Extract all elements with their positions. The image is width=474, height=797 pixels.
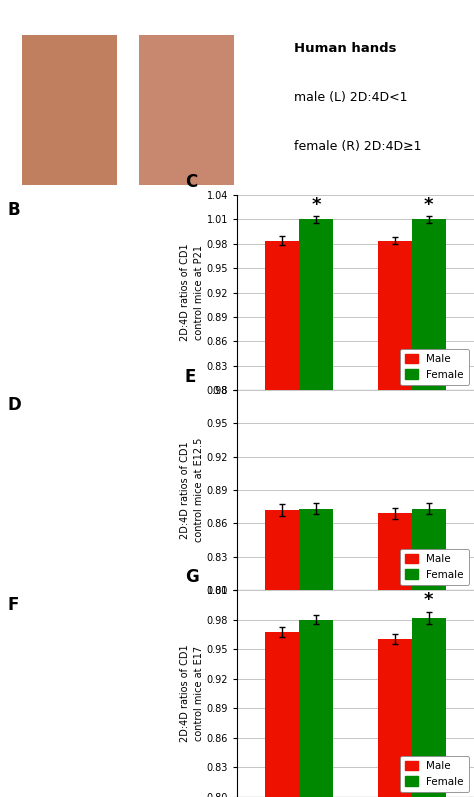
Bar [299,219,333,390]
Text: D4: D4 [193,14,207,23]
Bar [299,509,333,590]
Text: ♂: ♂ [11,39,22,52]
Text: D2: D2 [155,14,168,23]
Bar [378,513,412,590]
Bar [412,618,446,797]
Legend: Male, Female: Male, Female [400,349,469,385]
Bar [378,241,412,390]
Text: B: B [7,201,20,219]
Legend: Male, Female: Male, Female [400,756,469,791]
Text: female (R) 2D:4D≥1: female (R) 2D:4D≥1 [294,139,421,153]
Text: male (L) 2D:4D<1: male (L) 2D:4D<1 [294,91,407,104]
Bar [265,510,299,590]
Text: ♀: ♀ [239,39,248,52]
Legend: Male, Female: Male, Female [400,548,469,585]
Text: *: * [311,196,321,214]
Text: Human hands: Human hands [294,42,396,55]
Bar [378,639,412,797]
Polygon shape [139,35,234,185]
Polygon shape [22,35,117,185]
Text: A: A [6,10,19,28]
Text: G: G [185,567,199,586]
Bar [265,241,299,390]
Bar [412,219,446,390]
Bar [265,632,299,797]
Text: F: F [7,596,18,614]
Text: D: D [7,396,21,414]
Text: D2: D2 [43,14,57,23]
Text: *: * [424,196,434,214]
Text: D4: D4 [82,14,96,23]
Y-axis label: 2D:4D ratios of CD1
control mice at E12.5: 2D:4D ratios of CD1 control mice at E12.… [181,438,204,542]
Bar [412,509,446,590]
Bar [299,619,333,797]
Y-axis label: 2D:4D ratios of CD1
control mice at E17: 2D:4D ratios of CD1 control mice at E17 [181,645,204,742]
Y-axis label: 2D:4D ratios of CD1
control mice at P21: 2D:4D ratios of CD1 control mice at P21 [181,244,204,341]
Text: C: C [185,173,197,191]
Text: *: * [424,591,434,609]
Text: E: E [185,368,196,386]
